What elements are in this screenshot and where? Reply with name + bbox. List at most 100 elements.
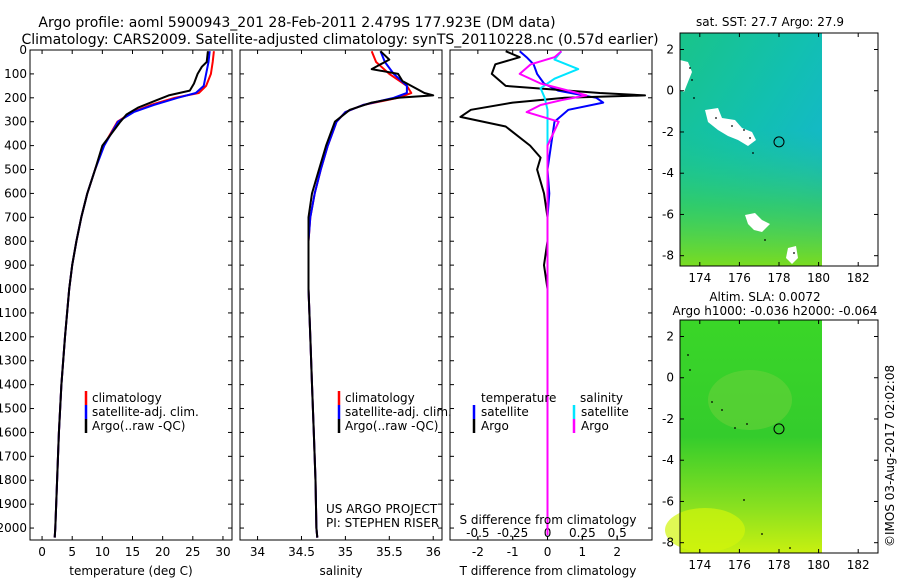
land-mask	[786, 246, 798, 264]
sla-anomaly-patch	[708, 370, 792, 430]
argo-location-marker	[773, 136, 785, 148]
lat-tick-label: -2	[662, 412, 674, 426]
top-tick-label: 0.25	[569, 526, 596, 540]
land-mask	[705, 108, 756, 146]
legend-header-salinity: salinity	[580, 391, 623, 405]
lon-tick-label: 182	[847, 558, 870, 572]
depth-tick-label: 800	[4, 234, 27, 248]
lat-tick-label: -2	[662, 125, 674, 139]
depth-tick-label: 900	[4, 258, 27, 272]
sst-argo-marker-layer	[773, 136, 785, 148]
legend-label-argo: Argo(..raw -QC)	[345, 419, 438, 433]
depth-tick-label: 1900	[0, 497, 27, 511]
lat-tick-label: -4	[662, 166, 674, 180]
temperature-series	[53, 51, 215, 538]
depth-tick-label: 1400	[0, 378, 27, 392]
difference-depth-ticks	[450, 49, 652, 529]
x-tick-label: 30	[215, 545, 230, 559]
depth-tick-label: 1200	[0, 330, 27, 344]
sst-land-masks	[680, 60, 798, 264]
sla-map-axes: 174 176 178 180 182 -8 -6 -4 -2 0 2	[662, 320, 878, 572]
difference-x-axis: -2 -1 0 1 2	[472, 50, 621, 559]
series-line-s-satellite	[539, 50, 580, 536]
x-tick-label: 0	[38, 545, 46, 559]
lon-tick-label: 176	[728, 271, 751, 285]
x-tick-label: 0	[544, 545, 552, 559]
lon-tick-label: 174	[688, 271, 711, 285]
sst-map-axes: 174 176 178 180 182 -8 -6 -4 -2 0 2	[662, 33, 878, 285]
depth-tick-label: 600	[4, 186, 27, 200]
series-line-s-argo	[518, 50, 588, 536]
x-tick-label: 36	[426, 545, 441, 559]
depth-tick-label: 1700	[0, 449, 27, 463]
legend-label-t-argo: Argo	[481, 419, 509, 433]
salinity-panel: 34 34.5 35 35.5 36 salinity climatology sate…	[239, 49, 452, 578]
lon-tick-label: 176	[728, 558, 751, 572]
series-line-climatology	[53, 51, 215, 538]
series-line-argo-raw-qc	[53, 51, 209, 538]
x-tick-label: 20	[155, 545, 170, 559]
depth-tick-label: 1300	[0, 354, 27, 368]
lat-tick-label: -6	[662, 494, 674, 508]
coastline-dots	[687, 354, 791, 549]
salinity-x-label: salinity	[319, 564, 362, 578]
imos-timestamp: ©IMOS 03-Aug-2017 02:02:08	[883, 365, 897, 547]
top-tick-label: -0.5	[466, 526, 489, 540]
title-line-1: Argo profile: aoml 5900943_201 28-Feb-20…	[38, 15, 555, 31]
depth-tick-label: 0	[19, 43, 27, 57]
land-mask	[680, 60, 692, 92]
x-tick-label: 34	[250, 545, 265, 559]
salinity-x-axis: 34 34.5 35 35.5 36	[250, 50, 441, 559]
depth-tick-label: 100	[4, 67, 27, 81]
project-annotation: US ARGO PROJECT	[326, 502, 438, 516]
x-tick-label: 5	[68, 545, 76, 559]
top-tick-label: -0.25	[497, 526, 528, 540]
lat-tick-label: 0	[666, 371, 674, 385]
difference-plot-frame	[449, 49, 653, 541]
legend-label-satellite-adj: satellite-adj. clim.	[345, 405, 452, 419]
sla-no-data-region	[822, 320, 878, 553]
x-tick-label: 34.5	[288, 545, 315, 559]
depth-tick-label: 1600	[0, 425, 27, 439]
sst-heatmap-warm-band	[680, 130, 822, 266]
x-tick-label: 2	[613, 545, 621, 559]
argo-location-marker	[773, 423, 785, 435]
x-tick-label: 1	[579, 545, 587, 559]
series-line-satellite-adj-clim	[307, 50, 408, 538]
legend-label-s-argo: Argo	[581, 419, 609, 433]
temperature-plot-frame	[29, 49, 233, 541]
lat-tick-label: 0	[666, 84, 674, 98]
salinity-depth-ticks	[240, 49, 442, 529]
lat-tick-label: -6	[662, 207, 674, 221]
lat-tick-label: -8	[662, 249, 674, 263]
difference-panel: -2 -1 0 1 2 -0.5 -0.25 0 0.25 0.5 S difference f…	[449, 49, 653, 578]
coastline-dots	[689, 67, 795, 254]
pi-annotation: PI: STEPHEN RISER	[326, 516, 439, 530]
lon-tick-label: 180	[807, 558, 830, 572]
salinity-legend: climatology satellite-adj. clim. Argo(..…	[337, 391, 452, 433]
land-mask	[745, 213, 770, 232]
lon-tick-label: 174	[688, 558, 711, 572]
sla-map-title: Altim. SLA: 0.0072	[709, 290, 820, 304]
depth-tick-label: 1100	[0, 306, 27, 320]
lon-tick-label: 182	[847, 271, 870, 285]
depth-tick-label: 1800	[0, 473, 27, 487]
sla-anomaly-patch	[665, 508, 745, 552]
depth-tick-label: 300	[4, 115, 27, 129]
series-line-t-argo	[459, 50, 646, 536]
x-tick-label: 35	[338, 545, 353, 559]
depth-tick-label: 1000	[0, 282, 27, 296]
salinity-difference-axis: -0.5 -0.25 0 0.25 0.5	[466, 526, 627, 540]
series-line-satellite-adj-clim	[53, 51, 211, 538]
sst-no-data-region	[822, 33, 878, 266]
legend-label-climatology: climatology	[345, 391, 415, 405]
lon-tick-label: 178	[768, 558, 791, 572]
salinity-difference-label: S difference from climatology	[460, 513, 637, 527]
difference-legend: temperature salinity satellite Argo sate…	[472, 391, 629, 433]
depth-tick-label: 2000	[0, 521, 27, 535]
salinity-series	[307, 50, 435, 538]
legend-label-s-satellite: satellite	[581, 405, 629, 419]
temperature-x-label: temperature (deg C)	[69, 564, 192, 578]
temperature-legend: climatology satellite-adj. clim. Argo(..…	[84, 391, 199, 433]
